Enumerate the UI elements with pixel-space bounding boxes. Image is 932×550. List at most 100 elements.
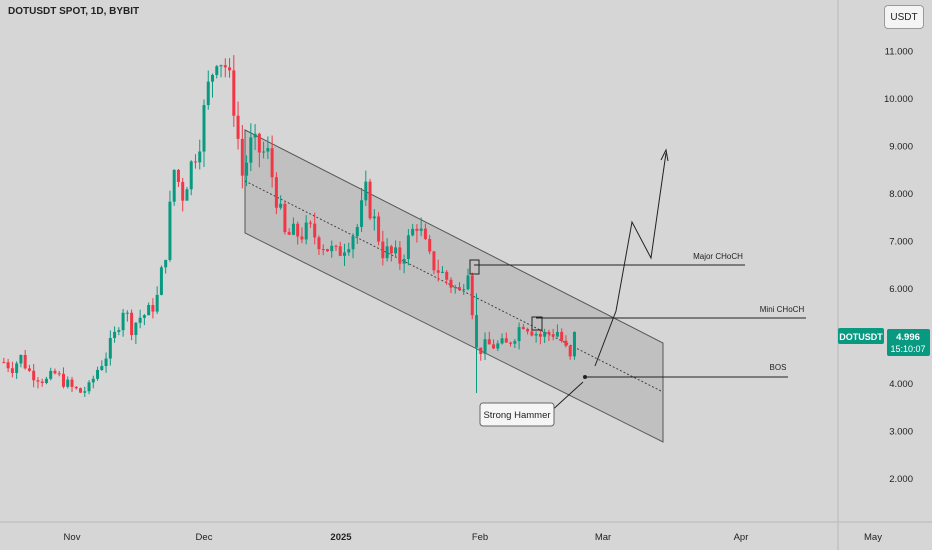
candle-body bbox=[398, 247, 402, 264]
candle-body bbox=[104, 358, 108, 367]
candle-body bbox=[406, 235, 410, 260]
candle-body bbox=[547, 331, 551, 335]
candle-body bbox=[432, 251, 436, 271]
candle-body bbox=[394, 247, 398, 254]
candle-body bbox=[564, 340, 568, 346]
candle-body bbox=[257, 133, 261, 153]
last-price-tag bbox=[887, 329, 930, 356]
candle-body bbox=[87, 382, 91, 392]
candle-body bbox=[500, 338, 504, 344]
candle-body bbox=[53, 370, 57, 374]
time-axis[interactable]: Nov Dec 2025 Feb Mar Apr May bbox=[64, 532, 883, 543]
candle-body bbox=[483, 339, 487, 354]
candle-body bbox=[466, 275, 470, 290]
candle-body bbox=[215, 66, 219, 75]
time-axis-label: Dec bbox=[196, 532, 213, 543]
candle-body bbox=[389, 246, 393, 254]
candle-body bbox=[168, 201, 172, 260]
candle-body bbox=[423, 228, 427, 240]
candle-body bbox=[172, 169, 176, 202]
last-price-value: 4.996 bbox=[896, 332, 920, 343]
candle-body bbox=[368, 181, 372, 219]
candle-body bbox=[513, 341, 517, 344]
candle-body bbox=[291, 223, 295, 235]
currency-button[interactable]: USDT bbox=[884, 5, 924, 29]
candle-body bbox=[253, 133, 257, 138]
candle-body bbox=[202, 105, 206, 152]
price-tick-label: 8.000 bbox=[889, 189, 913, 200]
candle-body bbox=[479, 347, 483, 354]
candle-body bbox=[249, 137, 253, 163]
candle-body bbox=[555, 331, 559, 337]
candle-body bbox=[74, 386, 78, 389]
mini-choch-box bbox=[531, 316, 543, 331]
candle-body bbox=[304, 222, 308, 240]
candle-body bbox=[504, 338, 508, 343]
candle-body bbox=[211, 74, 215, 82]
candle-body bbox=[534, 333, 538, 336]
candle-body bbox=[372, 216, 376, 219]
price-scale[interactable]: 11.00010.0009.0008.0007.0006.0005.0004.0… bbox=[884, 47, 913, 486]
price-tick-label: 7.000 bbox=[889, 237, 913, 248]
candle-body bbox=[334, 245, 338, 247]
strong-hammer-label: Strong Hammer bbox=[483, 410, 550, 421]
candle-body bbox=[325, 249, 329, 252]
candle-body bbox=[419, 228, 423, 231]
candle-body bbox=[360, 200, 364, 227]
candle-body bbox=[317, 237, 321, 250]
candle-body bbox=[125, 312, 129, 314]
price-tick-label: 9.000 bbox=[889, 142, 913, 153]
bos-anchor-point bbox=[583, 375, 587, 379]
candle-body bbox=[321, 249, 325, 251]
candle-body bbox=[19, 354, 23, 364]
hammer-callout-box[interactable] bbox=[479, 402, 555, 427]
candle-body bbox=[274, 177, 278, 208]
price-tick-label: 6.000 bbox=[889, 284, 913, 295]
projection-path[interactable] bbox=[594, 152, 667, 367]
candle-body bbox=[543, 331, 547, 337]
candle-body bbox=[6, 362, 10, 369]
candle-body bbox=[436, 270, 440, 273]
candle-body bbox=[279, 203, 283, 208]
hammer-callout-leader bbox=[548, 381, 584, 414]
candle-body bbox=[44, 378, 48, 383]
candle-body bbox=[262, 151, 266, 153]
candle-body bbox=[15, 363, 19, 373]
candle-body bbox=[521, 327, 525, 329]
candle-body bbox=[377, 216, 381, 242]
candle-body bbox=[159, 267, 163, 295]
major-choch-label: Major CHoCH bbox=[693, 252, 743, 261]
bar-countdown: 15:10:07 bbox=[890, 344, 925, 354]
candle-body bbox=[61, 373, 65, 387]
symbol-header[interactable]: DOTUSDT SPOT, 1D, BYBIT bbox=[8, 6, 140, 17]
candle-body bbox=[300, 236, 304, 240]
candle-body bbox=[572, 331, 576, 357]
candle-body bbox=[219, 65, 223, 67]
last-price-symbol-tag bbox=[838, 328, 884, 344]
candle-body bbox=[266, 148, 270, 152]
candle-body bbox=[70, 379, 74, 387]
candle-body bbox=[308, 222, 312, 224]
candle-body bbox=[138, 317, 142, 323]
candle-body bbox=[49, 370, 53, 379]
candle-body bbox=[355, 226, 359, 237]
bos-label: BOS bbox=[770, 363, 787, 372]
candle-body bbox=[91, 378, 95, 383]
candle-body bbox=[83, 391, 87, 393]
candle-body bbox=[351, 236, 355, 250]
candle-body bbox=[198, 151, 202, 163]
candle-body bbox=[134, 322, 138, 336]
candle-body bbox=[313, 223, 317, 238]
candle-body bbox=[147, 305, 151, 316]
candle-body bbox=[113, 331, 117, 339]
candle-body bbox=[428, 239, 432, 252]
candle-body bbox=[296, 223, 300, 237]
price-tick-label: 4.000 bbox=[889, 379, 913, 390]
price-tick-label: 3.000 bbox=[889, 427, 913, 438]
time-axis-label: Mar bbox=[595, 532, 611, 543]
candle-body bbox=[2, 362, 6, 364]
candle-body bbox=[526, 328, 530, 332]
candle-body bbox=[189, 161, 193, 190]
